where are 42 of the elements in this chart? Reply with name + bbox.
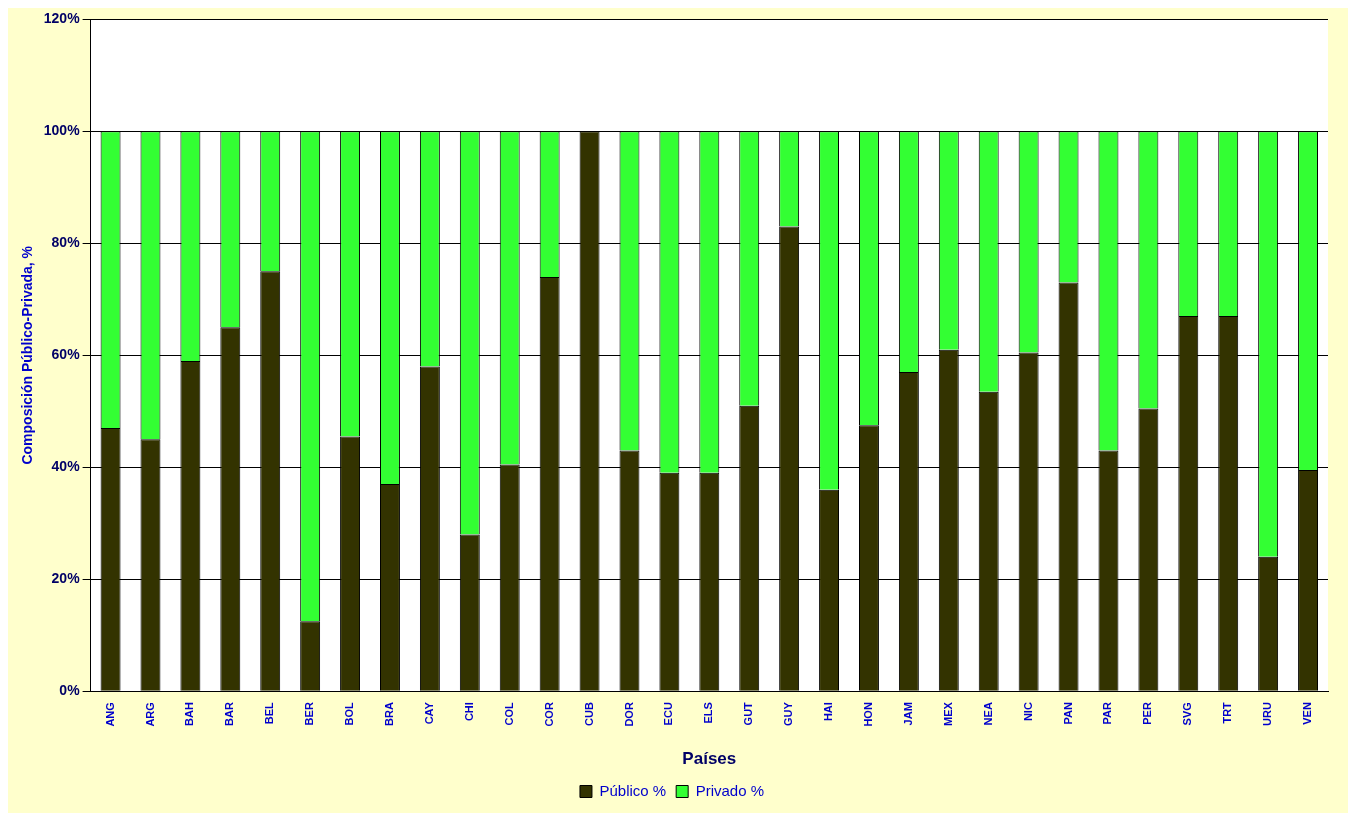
legend-label: Público %: [599, 781, 667, 799]
legend-label: Privado %: [695, 781, 765, 799]
y-tick-label: 100%: [43, 122, 81, 139]
x-tick-label: BRA: [383, 702, 396, 726]
x-tick-label: COL: [502, 701, 515, 726]
x-tick-label: BAH: [183, 702, 196, 726]
y-axis-title: Composición Público-Privada, %: [19, 245, 36, 465]
x-tick-label: JAM: [901, 702, 914, 726]
x-tick-label: HAI: [822, 702, 835, 722]
x-tick-label: ECU: [662, 702, 675, 726]
x-tick-label: ANG: [103, 702, 116, 727]
x-tick-label: CAY: [422, 701, 435, 725]
x-tick-label: PER: [1141, 702, 1154, 725]
x-tick-label: VEN: [1301, 702, 1314, 725]
x-tick-label: MEX: [941, 701, 954, 726]
x-tick-label: DOR: [622, 702, 635, 727]
x-tick-label: SVG: [1181, 702, 1194, 726]
x-tick-label: ARG: [143, 702, 156, 727]
x-tick-label: NIC: [1021, 702, 1034, 722]
x-tick-label: CUB: [582, 702, 595, 726]
y-tick-label: 60%: [51, 346, 81, 363]
x-tick-label: COR: [542, 702, 555, 727]
x-tick-label: BOL: [343, 701, 356, 726]
y-tick-label: 0%: [59, 682, 81, 699]
x-tick-label: URU: [1261, 702, 1274, 726]
y-tick-label: 80%: [51, 234, 81, 251]
x-tick-label: BEL: [263, 701, 276, 725]
x-tick-label: PAN: [1061, 702, 1074, 725]
y-tick-label: 120%: [43, 10, 81, 27]
x-tick-label: NEA: [981, 702, 994, 726]
x-tick-label: GUT: [742, 701, 755, 726]
x-tick-label: PAR: [1101, 702, 1114, 725]
x-tick-label: ELS: [702, 702, 715, 724]
x-tick-label: BAR: [223, 702, 236, 726]
x-tick-label: HON: [862, 702, 874, 727]
x-tick-label: TRT: [1221, 701, 1234, 724]
y-tick-label: 40%: [51, 458, 81, 475]
x-tick-label: BER: [303, 702, 316, 726]
x-tick-label: GUY: [782, 701, 795, 726]
y-tick-label: 20%: [51, 570, 81, 587]
x-tick-label: CHI: [462, 702, 475, 722]
x-axis-title: Países: [682, 749, 737, 769]
